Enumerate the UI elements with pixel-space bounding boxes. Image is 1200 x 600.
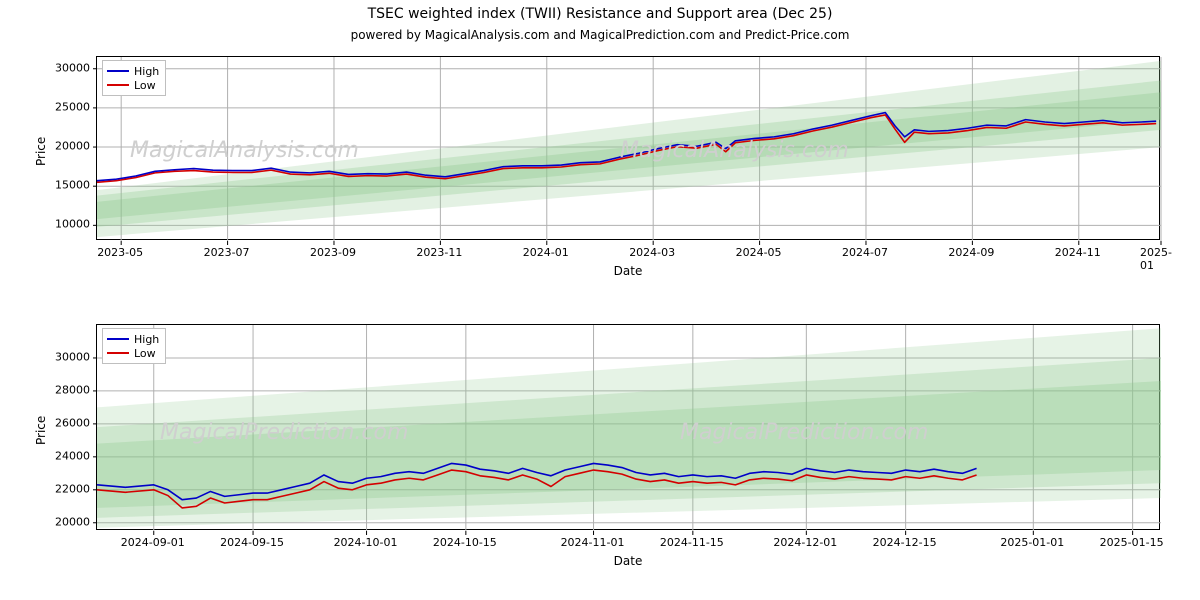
chart-title: TSEC weighted index (TWII) Resistance an… (0, 6, 1200, 22)
bottom-chart-svg (97, 325, 1161, 531)
top-chart-panel (96, 56, 1160, 240)
y-tick-label: 28000 (46, 383, 90, 396)
top-chart-xlabel: Date (96, 264, 1160, 278)
y-tick-label: 24000 (46, 449, 90, 462)
x-tick-label: 2024-05 (736, 246, 782, 259)
y-tick-label: 30000 (46, 350, 90, 363)
legend-item: Low (107, 78, 159, 92)
top-chart-svg (97, 57, 1161, 241)
x-tick-label: 2024-10-01 (334, 536, 398, 549)
chart-subtitle: powered by MagicalAnalysis.com and Magic… (0, 28, 1200, 42)
legend-swatch (107, 352, 129, 354)
figure: TSEC weighted index (TWII) Resistance an… (0, 0, 1200, 600)
x-tick-label: 2023-05 (97, 246, 143, 259)
x-tick-label: 2024-09 (948, 246, 994, 259)
legend-item: High (107, 64, 159, 78)
x-tick-label: 2024-11 (1055, 246, 1101, 259)
top-chart-legend: HighLow (102, 60, 166, 96)
x-tick-label: 2025-01-15 (1100, 536, 1164, 549)
x-tick-label: 2024-10-15 (433, 536, 497, 549)
bottom-chart-xlabel: Date (96, 554, 1160, 568)
legend-label: High (134, 65, 159, 78)
legend-label: Low (134, 79, 156, 92)
x-tick-label: 2025-01-01 (1000, 536, 1064, 549)
x-tick-label: 2024-12-15 (873, 536, 937, 549)
x-tick-label: 2024-03 (629, 246, 675, 259)
x-tick-label: 2023-11 (416, 246, 462, 259)
x-tick-label: 2023-09 (310, 246, 356, 259)
y-tick-label: 20000 (46, 515, 90, 528)
y-tick-label: 10000 (46, 218, 90, 231)
y-tick-label: 30000 (46, 61, 90, 74)
x-tick-label: 2024-12-01 (773, 536, 837, 549)
legend-item: High (107, 332, 159, 346)
legend-label: High (134, 333, 159, 346)
bottom-chart-legend: HighLow (102, 328, 166, 364)
y-tick-label: 20000 (46, 140, 90, 153)
legend-swatch (107, 70, 129, 72)
y-tick-label: 22000 (46, 482, 90, 495)
x-tick-label: 2024-01 (523, 246, 569, 259)
x-tick-label: 2024-07 (842, 246, 888, 259)
legend-item: Low (107, 346, 159, 360)
x-tick-label: 2024-09-15 (220, 536, 284, 549)
x-tick-label: 2023-07 (204, 246, 250, 259)
y-tick-label: 26000 (46, 416, 90, 429)
x-tick-label: 2025-01 (1140, 246, 1180, 272)
bottom-chart-panel (96, 324, 1160, 530)
legend-swatch (107, 338, 129, 340)
legend-swatch (107, 84, 129, 86)
y-tick-label: 25000 (46, 100, 90, 113)
x-tick-label: 2024-11-15 (660, 536, 724, 549)
legend-label: Low (134, 347, 156, 360)
x-tick-label: 2024-09-01 (121, 536, 185, 549)
y-tick-label: 15000 (46, 179, 90, 192)
x-tick-label: 2024-11-01 (561, 536, 625, 549)
